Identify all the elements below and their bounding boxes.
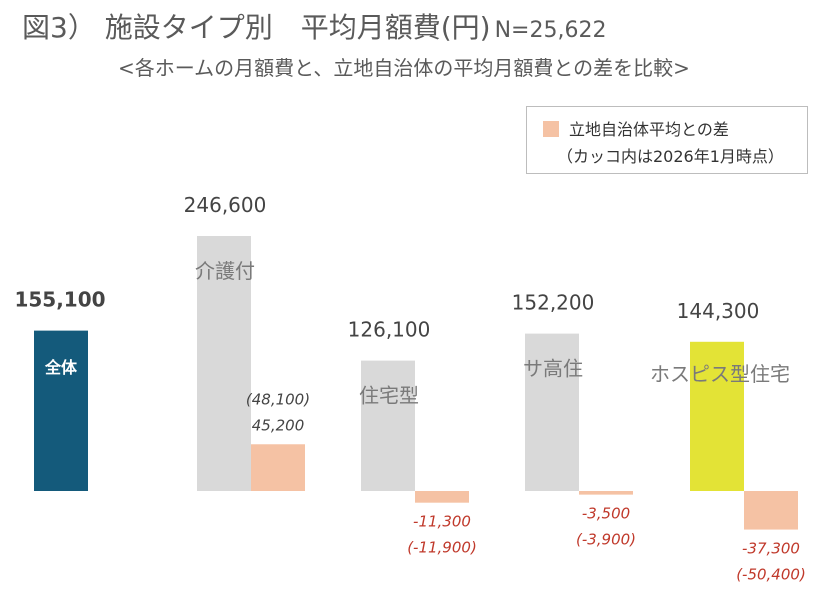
chart-title-main: 図3） 施設タイプ別 平均月額費(円) <box>22 11 491 44</box>
chart-title: 図3） 施設タイプ別 平均月額費(円) N=25,622 <box>22 6 606 46</box>
bar-cat-1 <box>197 236 251 491</box>
legend-swatch-diff <box>543 121 559 137</box>
diff-label-cat-1: 45,200 <box>252 416 305 434</box>
category-label-cat-3: サ高住 <box>523 357 583 381</box>
category-label-cat-0: 全体 <box>44 358 78 377</box>
diff-label-cat-4: -37,300 <box>742 540 800 558</box>
diff-bar-cat-4 <box>744 491 798 530</box>
value-label-cat-1: 246,600 <box>184 193 267 217</box>
diff-bar-cat-3 <box>579 491 633 495</box>
category-label-cat-4: ホスピス型住宅 <box>650 362 790 386</box>
prev-diff-label-cat-1: (48,100) <box>246 390 310 408</box>
bar-cat-4 <box>690 341 744 491</box>
value-label-cat-4: 144,300 <box>677 299 760 323</box>
diff-bar-cat-1 <box>251 444 305 491</box>
prev-diff-label-cat-2: (-11,900) <box>407 539 477 557</box>
value-label-cat-0: 155,100 <box>14 288 105 312</box>
legend-label-diff: 立地自治体平均との差 <box>569 120 729 139</box>
bar-cat-0 <box>34 330 88 491</box>
category-label-cat-1: 介護付 <box>195 259 255 283</box>
value-label-cat-2: 126,100 <box>348 318 431 342</box>
value-label-cat-3: 152,200 <box>512 291 595 315</box>
diff-bar-cat-2 <box>415 491 469 503</box>
sample-size: N=25,622 <box>494 18 607 43</box>
bar-cat-2 <box>361 360 415 491</box>
prev-diff-label-cat-3: (-3,900) <box>576 531 636 549</box>
legend-note: （カッコ内は2026年1月時点） <box>557 147 784 166</box>
diff-label-cat-2: -11,300 <box>413 513 471 531</box>
category-label-cat-2: 住宅型 <box>359 384 419 408</box>
legend: 立地自治体平均との差 （カッコ内は2026年1月時点） <box>526 106 808 174</box>
bar-cat-3 <box>525 333 579 491</box>
chart-subtitle: <各ホームの月額費と、立地自治体の平均月額費との差を比較> <box>118 56 690 80</box>
diff-label-cat-3: -3,500 <box>582 505 630 523</box>
prev-diff-label-cat-4: (-50,400) <box>736 566 806 584</box>
